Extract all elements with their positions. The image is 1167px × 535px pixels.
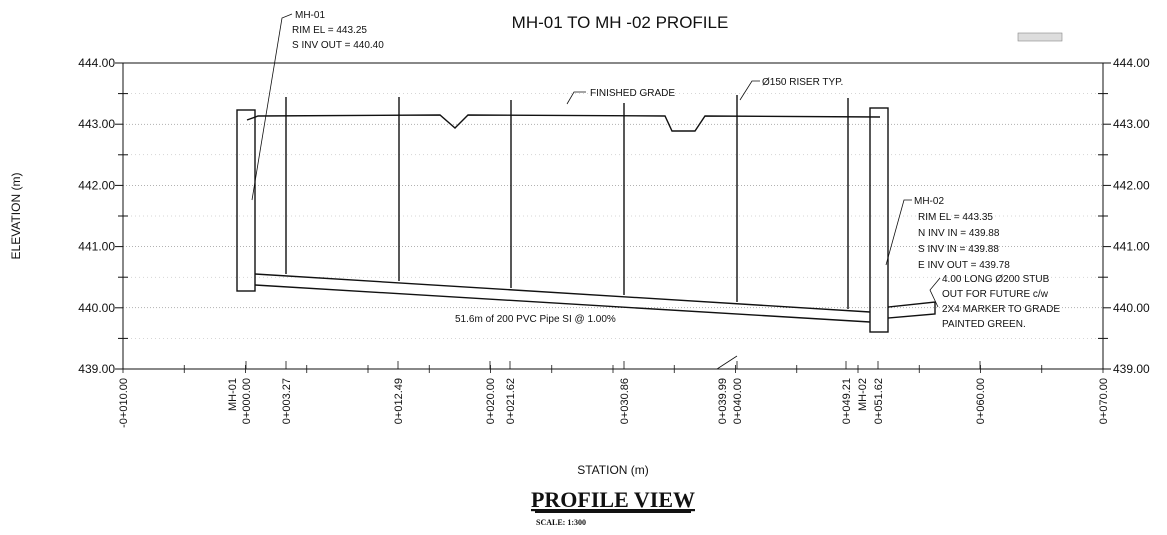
stub <box>887 301 936 319</box>
y-tick-label: 439.00 <box>1113 362 1150 376</box>
finished-grade-note: FINISHED GRADE <box>590 88 675 99</box>
pipe-bottom <box>254 284 871 323</box>
manhole-01 <box>236 109 256 292</box>
leaders <box>251 13 941 370</box>
y-axis-label: ELEVATION (m) <box>9 173 23 260</box>
leader <box>566 91 586 105</box>
x-tick-label: 0+020.00 <box>485 378 497 424</box>
x-tick-label: 0+030.86 <box>619 378 631 424</box>
x-tick-label: 0+070.00 <box>1098 378 1110 424</box>
y-tick-label: 439.00 <box>78 362 115 376</box>
note-line: S INV IN = 439.88 <box>918 244 999 255</box>
x-tick-label: 0+021.62 <box>505 378 517 424</box>
x-tick-label: MH-02 <box>857 378 869 411</box>
frame <box>122 62 1104 370</box>
note-line: MH-01 <box>295 10 325 21</box>
pipe-note: 51.6m of 200 PVC Pipe SI @ 1.00% <box>455 314 616 325</box>
footer-scale: SCALE: 1:300 <box>536 518 586 527</box>
y-tick-label: 440.00 <box>78 301 115 315</box>
x-tick-label: 0+049.21 <box>841 378 853 424</box>
note-line: E INV OUT = 439.78 <box>918 260 1010 271</box>
x-tick-label: 0+000.00 <box>241 378 253 424</box>
finished-grade <box>246 114 881 132</box>
y-tick-label: 444.00 <box>1113 56 1150 70</box>
note-line: MH-02 <box>914 196 944 207</box>
manhole-02 <box>869 107 889 333</box>
note-line: OUT FOR FUTURE c/w <box>942 289 1049 300</box>
note-line: 2X4 MARKER TO GRADE <box>942 304 1060 315</box>
stamp <box>1017 32 1063 42</box>
leader <box>716 355 738 370</box>
profile <box>236 95 936 333</box>
y-tick-label: 442.00 <box>78 178 115 192</box>
leader <box>251 13 293 201</box>
leader <box>739 80 760 101</box>
x-tick-label: 0+051.62 <box>873 378 885 424</box>
mh02-note: MH-02 RIM EL = 443.35 N INV IN = 439.88 … <box>914 196 1010 271</box>
riser-note: Ø150 RISER TYP. <box>762 77 843 88</box>
leader <box>885 199 912 266</box>
y-tick-label: 444.00 <box>78 56 115 70</box>
note-line: PAINTED GREEN. <box>942 319 1026 330</box>
title: MH-01 TO MH -02 PROFILE <box>512 13 729 32</box>
x-tick-label: 0+039.99 <box>717 378 729 424</box>
y-tick-label: 440.00 <box>1113 301 1150 315</box>
y-tick-label: 441.00 <box>78 240 115 254</box>
x-tick-label: 0+040.00 <box>732 378 744 424</box>
y-tick-label: 443.00 <box>78 117 115 131</box>
leader <box>929 277 941 308</box>
y-tick-label: 442.00 <box>1113 178 1150 192</box>
y-tick-label: 443.00 <box>1113 117 1150 131</box>
footer-title: PROFILE VIEW <box>531 487 695 512</box>
x-tick-label: 0+060.00 <box>975 378 987 424</box>
note-line: RIM EL = 443.25 <box>292 25 367 36</box>
x-tick-label: -0+010.00 <box>118 378 130 428</box>
stub-note: 4.00 LONG Ø200 STUB OUT FOR FUTURE c/w 2… <box>942 274 1060 330</box>
x-tick-label: 0+003.27 <box>281 378 293 424</box>
note-line: 4.00 LONG Ø200 STUB <box>942 274 1050 285</box>
pipe-top <box>254 273 871 313</box>
note-line: N INV IN = 439.88 <box>918 228 1000 239</box>
y-tick-label: 441.00 <box>1113 240 1150 254</box>
x-axis-label: STATION (m) <box>577 463 649 477</box>
x-tick-label: MH-01 <box>227 378 239 411</box>
mh01-note: MH-01 RIM EL = 443.25 S INV OUT = 440.40 <box>292 10 384 51</box>
note-line: RIM EL = 443.35 <box>918 212 993 223</box>
x-tick-label: 0+012.49 <box>393 378 405 424</box>
note-line: S INV OUT = 440.40 <box>292 40 384 51</box>
